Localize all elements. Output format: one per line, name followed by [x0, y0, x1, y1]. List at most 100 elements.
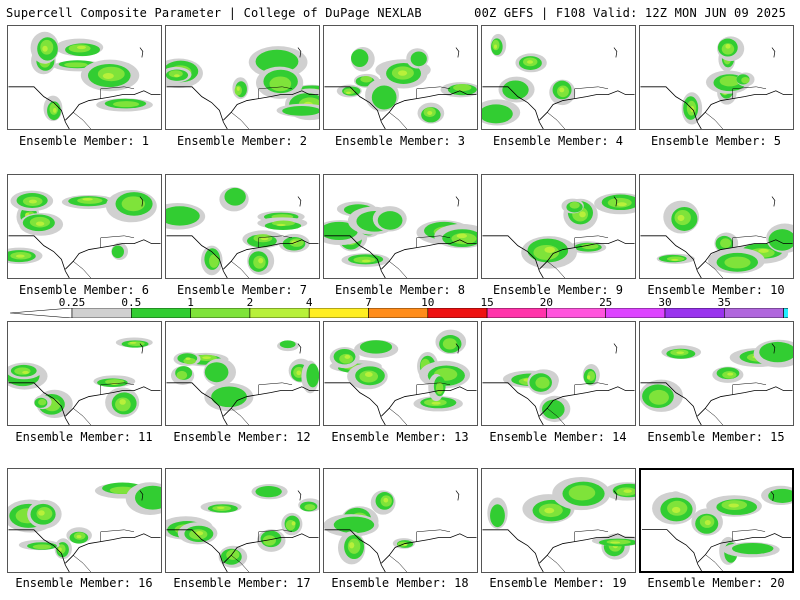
map-boundary: [73, 261, 92, 278]
map-3: [324, 46, 477, 129]
map-boundary: [705, 112, 724, 129]
colorbar-segment: [486, 308, 547, 318]
map-boundary: [416, 382, 451, 395]
colorbar-segment: [190, 308, 251, 318]
map-boundary: [324, 235, 477, 278]
map-boundary: [771, 47, 776, 58]
map-boundary: [139, 47, 144, 58]
map-boundary: [613, 490, 618, 501]
scp-contour: [53, 107, 57, 113]
map-panel-2[interactable]: [165, 25, 320, 130]
scp-contour: [724, 256, 751, 269]
map-13: [324, 329, 477, 425]
scp-contour: [502, 80, 529, 100]
scp-contour: [587, 375, 591, 380]
map-18: [324, 490, 477, 572]
map-boundary: [231, 408, 250, 425]
map-panel-9[interactable]: [481, 174, 636, 279]
map-boundary: [100, 529, 135, 542]
map-panel-3[interactable]: [323, 25, 478, 130]
map-boundary: [166, 86, 319, 129]
colorbar-segment: [664, 308, 725, 318]
map-panel-5[interactable]: [639, 25, 794, 130]
map-boundary: [73, 408, 92, 425]
map-boundary: [258, 382, 293, 395]
scp-contour: [544, 246, 556, 253]
scp-contour: [14, 367, 31, 375]
map-panel-18[interactable]: [323, 468, 478, 573]
scp-contour: [279, 340, 296, 349]
scp-contour: [359, 340, 393, 354]
map-boundary: [100, 382, 135, 395]
map-14: [482, 343, 635, 425]
scp-contour: [371, 85, 397, 110]
map-panel-12[interactable]: [165, 321, 320, 426]
colorbar-segment: [427, 308, 488, 318]
map-panel-1[interactable]: [7, 25, 162, 130]
map-boundary: [389, 112, 408, 129]
panel-caption-15: Ensemble Member: 15: [647, 430, 785, 444]
scp-contour: [544, 507, 555, 514]
scp-contour: [127, 341, 145, 346]
map-15: [640, 339, 793, 425]
panel-caption-10: Ensemble Member: 10: [647, 283, 785, 297]
scp-contour: [410, 51, 427, 67]
scp-contour: [579, 211, 586, 218]
map-panel-7[interactable]: [165, 174, 320, 279]
map-boundary: [613, 196, 618, 207]
scp-contour: [435, 381, 444, 395]
map-panel-19[interactable]: [481, 468, 636, 573]
map-boundary: [771, 196, 776, 207]
scp-contour: [721, 43, 735, 55]
map-panel-10[interactable]: [639, 174, 794, 279]
map-panel-20[interactable]: [639, 468, 794, 573]
panel-caption-13: Ensemble Member: 13: [331, 430, 469, 444]
map-boundary: [416, 86, 451, 99]
map-2: [166, 46, 319, 129]
panel-caption-3: Ensemble Member: 3: [334, 134, 466, 148]
map-boundary: [389, 408, 408, 425]
map-boundary: [705, 408, 724, 425]
scp-contour: [258, 257, 264, 264]
map-panel-16[interactable]: [7, 468, 162, 573]
colorbar-segment: [308, 308, 369, 318]
panel-caption-16: Ensemble Member: 16: [15, 576, 153, 590]
scp-contour: [102, 72, 114, 79]
map-panel-6[interactable]: [7, 174, 162, 279]
map-boundary: [574, 235, 609, 248]
colorbar-segment: [249, 308, 310, 318]
map-panel-13[interactable]: [323, 321, 478, 426]
map-panel-4[interactable]: [481, 25, 636, 130]
scp-contour: [719, 75, 741, 87]
scp-contour: [76, 45, 87, 50]
scp-contour: [377, 211, 403, 230]
scp-contour: [111, 245, 124, 259]
scp-contour: [304, 504, 316, 511]
map-panel-11[interactable]: [7, 321, 162, 426]
scp-contour: [351, 49, 369, 68]
map-panel-17[interactable]: [165, 468, 320, 573]
scp-contour: [119, 399, 126, 405]
scp-contour: [216, 506, 225, 509]
scp-contour: [398, 70, 408, 76]
scp-contour: [581, 243, 599, 250]
scp-contour: [236, 86, 240, 91]
scp-contour: [727, 372, 734, 376]
map-panel-8[interactable]: [323, 174, 478, 279]
colorbar-tick-label: 20: [539, 296, 554, 309]
map-panel-15[interactable]: [639, 321, 794, 426]
scp-contour: [121, 196, 146, 212]
scp-contour: [346, 91, 351, 94]
map-boundary: [100, 86, 135, 99]
map-boundary: [732, 235, 767, 248]
scp-contour: [704, 519, 711, 526]
panel-caption-14: Ensemble Member: 14: [489, 430, 627, 444]
scp-contour: [349, 542, 355, 549]
scp-contour: [176, 370, 188, 380]
map-boundary: [482, 382, 635, 425]
colorbar-tick-label: 30: [658, 296, 672, 309]
panel-caption-12: Ensemble Member: 12: [173, 430, 311, 444]
map-panel-14[interactable]: [481, 321, 636, 426]
scp-contour: [58, 547, 62, 552]
map-boundary: [482, 235, 635, 278]
